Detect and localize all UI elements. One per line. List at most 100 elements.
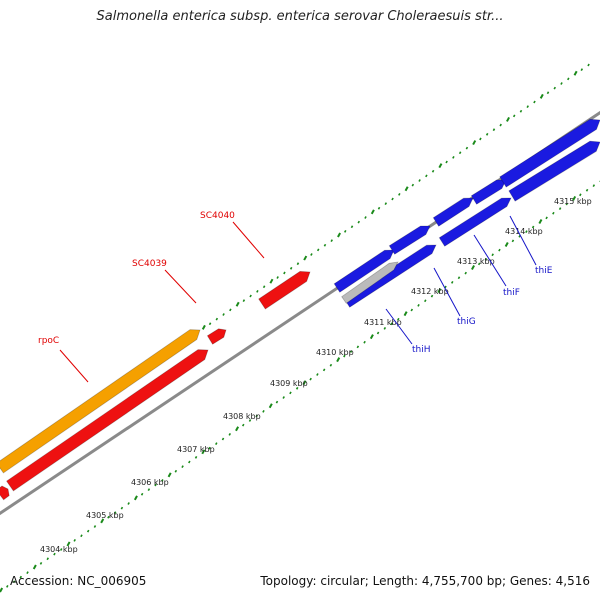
tick-mark xyxy=(397,317,400,321)
position-tick-labels: 4304 kbp 4305 kbp 4306 kbp 4307 kbp 4308 kbp… xyxy=(40,197,592,554)
tick-mark xyxy=(140,492,144,496)
tick-mark xyxy=(59,548,63,551)
leader-line xyxy=(232,221,265,259)
tick-mark xyxy=(303,255,308,261)
tick-mark xyxy=(558,207,562,211)
tick-mark xyxy=(471,265,475,271)
tick-mark xyxy=(330,239,333,242)
gene-features xyxy=(0,118,600,501)
tick-mark xyxy=(337,232,342,238)
tick-mark xyxy=(499,123,502,127)
sc4039-gene-arrow xyxy=(206,328,227,345)
tick-label: 4309 kbp xyxy=(270,379,308,388)
tick-mark xyxy=(585,188,589,192)
tick-mark xyxy=(357,220,361,224)
tick-mark xyxy=(249,294,252,298)
tick-mark xyxy=(369,334,374,340)
tick-mark xyxy=(295,386,299,390)
tick-mark xyxy=(531,225,535,229)
tick-mark xyxy=(201,324,206,330)
tick-mark xyxy=(6,585,9,588)
tick-mark xyxy=(477,262,481,266)
tick-mark xyxy=(417,303,420,307)
tick-mark xyxy=(525,230,528,234)
tick-mark xyxy=(572,195,577,201)
tick-mark xyxy=(147,488,151,492)
gene-arrow xyxy=(499,118,600,188)
tick-mark xyxy=(545,216,548,220)
tick-mark xyxy=(565,202,569,206)
tick-mark xyxy=(310,253,313,256)
tick-mark xyxy=(93,525,97,528)
tick-label: 4311 kbp xyxy=(364,318,402,327)
tick-mark xyxy=(464,271,467,275)
tick-mark xyxy=(492,128,496,132)
gene-arrow xyxy=(333,249,395,293)
tick-mark xyxy=(592,184,596,187)
tick-label: 4314 kbp xyxy=(505,227,543,236)
tick-mark xyxy=(302,380,307,386)
tick-mark xyxy=(538,218,543,224)
tick-mark xyxy=(289,266,293,270)
tick-mark xyxy=(228,432,232,436)
leader-line xyxy=(164,269,197,304)
tick-mark xyxy=(73,538,76,542)
tick-mark xyxy=(12,580,16,584)
tick-label: 4312 kbp xyxy=(411,287,449,296)
tick-mark xyxy=(350,225,354,229)
tick-mark xyxy=(235,301,240,307)
tick-mark xyxy=(343,229,347,233)
tick-mark xyxy=(262,285,266,289)
tick-mark xyxy=(506,116,510,122)
tick-mark xyxy=(329,363,333,367)
tick-mark xyxy=(188,460,191,464)
tick-mark xyxy=(296,262,300,266)
tick-mark xyxy=(424,299,427,303)
tick-mark xyxy=(491,253,494,257)
tick-mark xyxy=(445,160,448,164)
tick-mark xyxy=(383,327,387,330)
tick-mark xyxy=(80,534,83,538)
thif-gene-arrow xyxy=(438,197,512,247)
tick-mark xyxy=(438,163,443,169)
tick-label: 4307 kbp xyxy=(177,445,215,454)
tick-mark xyxy=(322,368,326,372)
tick-mark xyxy=(410,308,414,312)
tick-mark xyxy=(181,465,184,469)
tick-mark xyxy=(398,192,401,196)
tick-mark xyxy=(316,373,319,376)
tick-label: 4315 kbp xyxy=(554,197,592,206)
tick-mark xyxy=(120,506,124,510)
tick-mark xyxy=(356,345,360,349)
leader-line xyxy=(59,349,89,383)
tick-mark xyxy=(242,299,246,303)
tick-mark xyxy=(579,193,582,197)
tick-mark xyxy=(512,114,516,118)
tick-mark xyxy=(384,202,388,206)
leader-line xyxy=(385,308,413,345)
thih-gene-arrow xyxy=(341,261,399,304)
tick-mark xyxy=(66,541,71,547)
tick-mark xyxy=(457,276,461,280)
tick-mark xyxy=(390,322,393,326)
tick-label: 4310 kbp xyxy=(316,348,354,357)
tick-mark xyxy=(504,242,509,247)
tick-mark xyxy=(309,377,312,381)
tick-mark xyxy=(452,156,455,159)
tick-mark xyxy=(113,511,117,515)
gene-arrow xyxy=(470,179,507,205)
tick-mark xyxy=(336,357,341,363)
tick-mark xyxy=(404,186,409,192)
gene-label: SC4039 xyxy=(132,259,167,269)
tick-mark xyxy=(133,495,138,501)
rpoc-gene-arrow xyxy=(0,329,201,474)
tick-mark xyxy=(283,271,286,275)
tick-mark xyxy=(349,350,353,353)
tick-mark xyxy=(567,77,570,81)
tick-mark xyxy=(235,426,240,432)
tick-label: 4313 kbp xyxy=(457,257,495,266)
tick-mark xyxy=(222,313,225,316)
tick-mark xyxy=(262,409,265,413)
tick-mark xyxy=(201,449,206,455)
